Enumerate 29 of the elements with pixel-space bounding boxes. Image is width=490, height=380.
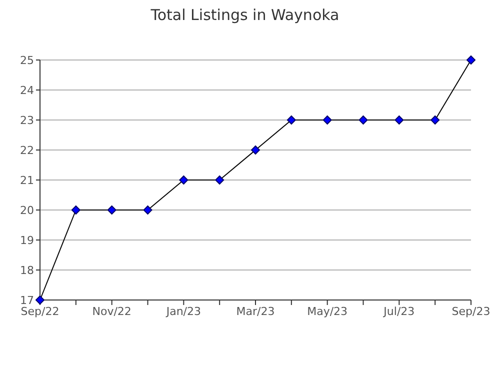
point bbox=[179, 176, 188, 184]
y-tick-label: 23 bbox=[20, 114, 34, 127]
y-tick-label: 25 bbox=[20, 54, 34, 67]
point bbox=[322, 116, 332, 124]
x-tick-label: Jul/23 bbox=[382, 304, 415, 318]
x-tick-label: Mar/23 bbox=[236, 304, 275, 318]
point bbox=[286, 116, 296, 124]
x-tick-label: May/23 bbox=[307, 304, 348, 318]
chart-title: Total Listings in Waynoka bbox=[150, 6, 340, 24]
y-tick-label: 22 bbox=[20, 144, 34, 157]
y-tick-label: 24 bbox=[20, 84, 34, 97]
point bbox=[251, 146, 260, 154]
y-tick-label: 19 bbox=[20, 234, 34, 247]
y-tick-label: 20 bbox=[20, 204, 34, 217]
point bbox=[466, 56, 476, 64]
point bbox=[107, 206, 116, 214]
point bbox=[71, 206, 80, 214]
point bbox=[430, 116, 440, 124]
y-tick-label: 17 bbox=[20, 294, 34, 307]
x-tick-label: Sep/22 bbox=[20, 304, 60, 318]
point bbox=[394, 116, 404, 124]
y-tick-label: 18 bbox=[20, 264, 34, 277]
point bbox=[358, 116, 368, 124]
x-tick-label: Jan/23 bbox=[165, 304, 202, 318]
point bbox=[215, 176, 224, 184]
point bbox=[143, 206, 152, 214]
x-tick-label: Nov/22 bbox=[92, 304, 132, 318]
x-tick-label: Sep/23 bbox=[452, 304, 490, 318]
y-tick-label: 21 bbox=[20, 174, 34, 187]
